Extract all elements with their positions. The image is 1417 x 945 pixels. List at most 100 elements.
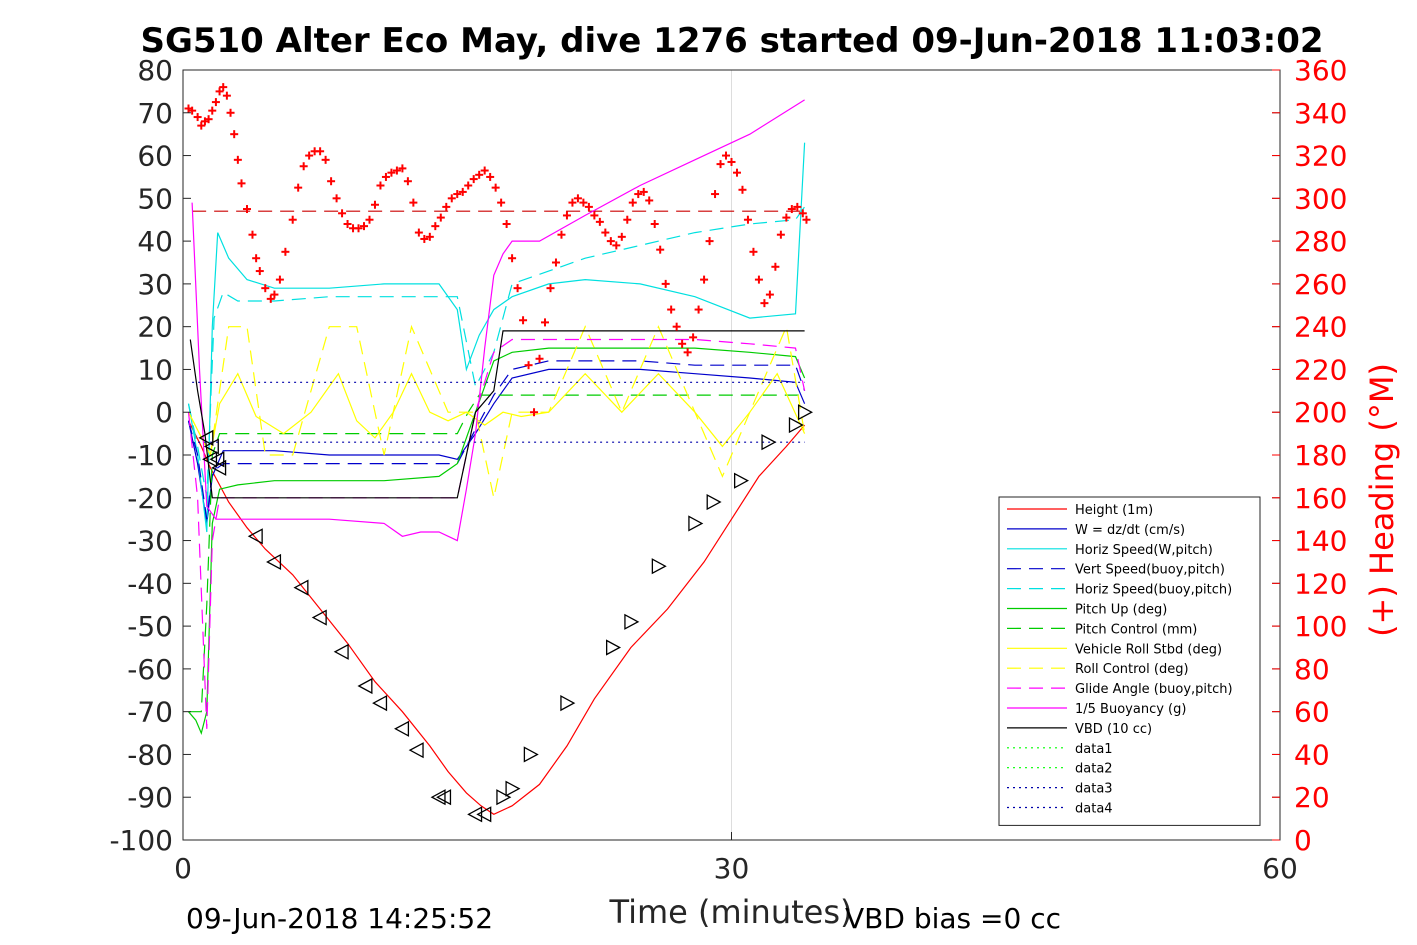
legend-entry: data4	[1075, 802, 1113, 817]
heading-marker	[464, 181, 473, 190]
heading-marker	[360, 222, 369, 231]
y2-tick-label: 240	[1294, 311, 1347, 344]
height-marker	[788, 416, 804, 434]
heading-marker	[392, 166, 401, 175]
heading-marker	[711, 190, 720, 199]
footer-timestamp: 09-Jun-2018 14:25:52	[186, 902, 493, 935]
heading-marker	[732, 168, 741, 177]
heading-marker	[568, 198, 577, 207]
heading-marker	[524, 361, 533, 370]
heading-marker	[316, 147, 325, 156]
y2-tick-label: 120	[1294, 567, 1347, 600]
legend-entry: VBD (10 cc)	[1075, 722, 1152, 737]
heading-marker	[694, 305, 703, 314]
heading-marker	[765, 290, 774, 299]
heading-marker	[722, 151, 731, 160]
legend-entry: data1	[1075, 742, 1113, 757]
height-marker	[761, 434, 777, 451]
heading-marker	[242, 205, 251, 214]
legend-entry: Height (1m)	[1075, 503, 1153, 518]
heading-marker	[255, 267, 264, 276]
height-marker	[311, 609, 327, 626]
footer-vbd-bias: VBD bias =0 cc	[845, 902, 1061, 935]
y2-tick-label: 200	[1294, 396, 1347, 429]
heading-marker	[453, 190, 462, 199]
heading-marker	[628, 198, 637, 207]
y2-tick-label: 280	[1294, 225, 1347, 258]
heading-marker	[656, 245, 665, 254]
heading-marker	[370, 200, 379, 209]
height-marker	[496, 789, 512, 806]
y-tick-label: -60	[127, 653, 173, 686]
heading-marker	[705, 237, 714, 246]
y2-tick-label: 360	[1294, 54, 1347, 87]
y-tick-label: -40	[127, 567, 173, 600]
y2-tick-label: 80	[1294, 653, 1330, 686]
height-marker	[651, 558, 667, 575]
series-line-11	[189, 330, 805, 499]
y-tick-label: 10	[137, 353, 173, 386]
heading-marker	[338, 209, 347, 218]
heading-marker	[771, 262, 780, 271]
y2-tick-label: 160	[1294, 482, 1347, 515]
heading-marker	[617, 232, 626, 241]
height-marker	[203, 438, 219, 455]
heading-marker	[491, 183, 500, 192]
heading-marker	[535, 354, 544, 363]
y-tick-label: -10	[127, 439, 173, 472]
y-tick-label: -100	[109, 824, 173, 857]
y2-tick-label: 320	[1294, 140, 1347, 173]
y2-tick-label: 0	[1294, 824, 1312, 857]
y2-tick-label: 340	[1294, 97, 1347, 130]
heading-marker	[436, 213, 445, 222]
heading-marker	[562, 211, 571, 220]
heading-marker	[672, 322, 681, 331]
series-line-6	[188, 394, 805, 713]
height-marker	[333, 643, 349, 660]
heading-marker	[230, 130, 239, 139]
heading-marker	[442, 202, 451, 211]
heading-marker	[508, 254, 517, 263]
heading-marker	[294, 183, 303, 192]
heading-marker	[197, 121, 206, 130]
height-marker	[209, 451, 225, 468]
heading-marker	[749, 247, 758, 256]
heading-marker	[420, 234, 429, 243]
y-axis-right: 3603403203002802602402202001801601401201…	[1272, 54, 1347, 857]
heading-marker	[683, 348, 692, 357]
heading-marker	[497, 198, 506, 207]
heading-marker	[222, 91, 231, 100]
heading-marker	[579, 198, 588, 207]
heading-marker	[743, 215, 752, 224]
series-line-8	[187, 324, 806, 498]
y-tick-label: 40	[137, 225, 173, 258]
series-line-1	[187, 368, 806, 524]
heading-marker	[689, 333, 698, 342]
heading-marker	[403, 177, 412, 186]
y-tick-label: 0	[155, 396, 173, 429]
height-marker	[266, 553, 282, 571]
heading-marker	[226, 108, 235, 117]
heading-marker	[398, 164, 407, 173]
legend-entry: Vehicle Roll Stbd (deg)	[1075, 642, 1222, 657]
heading-marker	[486, 172, 495, 181]
heading-marker	[237, 179, 246, 188]
y-tick-label: -50	[127, 610, 173, 643]
height-marker	[476, 806, 492, 823]
heading-marker	[738, 185, 747, 194]
height-marker	[624, 613, 640, 630]
heading-marker	[261, 284, 270, 293]
legend-entry: Horiz Speed(W,pitch)	[1075, 543, 1213, 558]
y-tick-label: 60	[137, 140, 173, 173]
heading-marker	[716, 160, 725, 169]
heading-marker	[475, 170, 484, 179]
height-marker	[293, 579, 309, 596]
heading-marker	[469, 175, 478, 184]
height-marker	[606, 639, 622, 656]
y2-tick-label: 100	[1294, 610, 1347, 643]
height-marker	[211, 459, 227, 476]
heading-marker	[266, 294, 275, 303]
y2-tick-label: 20	[1294, 781, 1330, 814]
heading-marker	[193, 113, 202, 122]
series-line-3	[187, 360, 806, 520]
